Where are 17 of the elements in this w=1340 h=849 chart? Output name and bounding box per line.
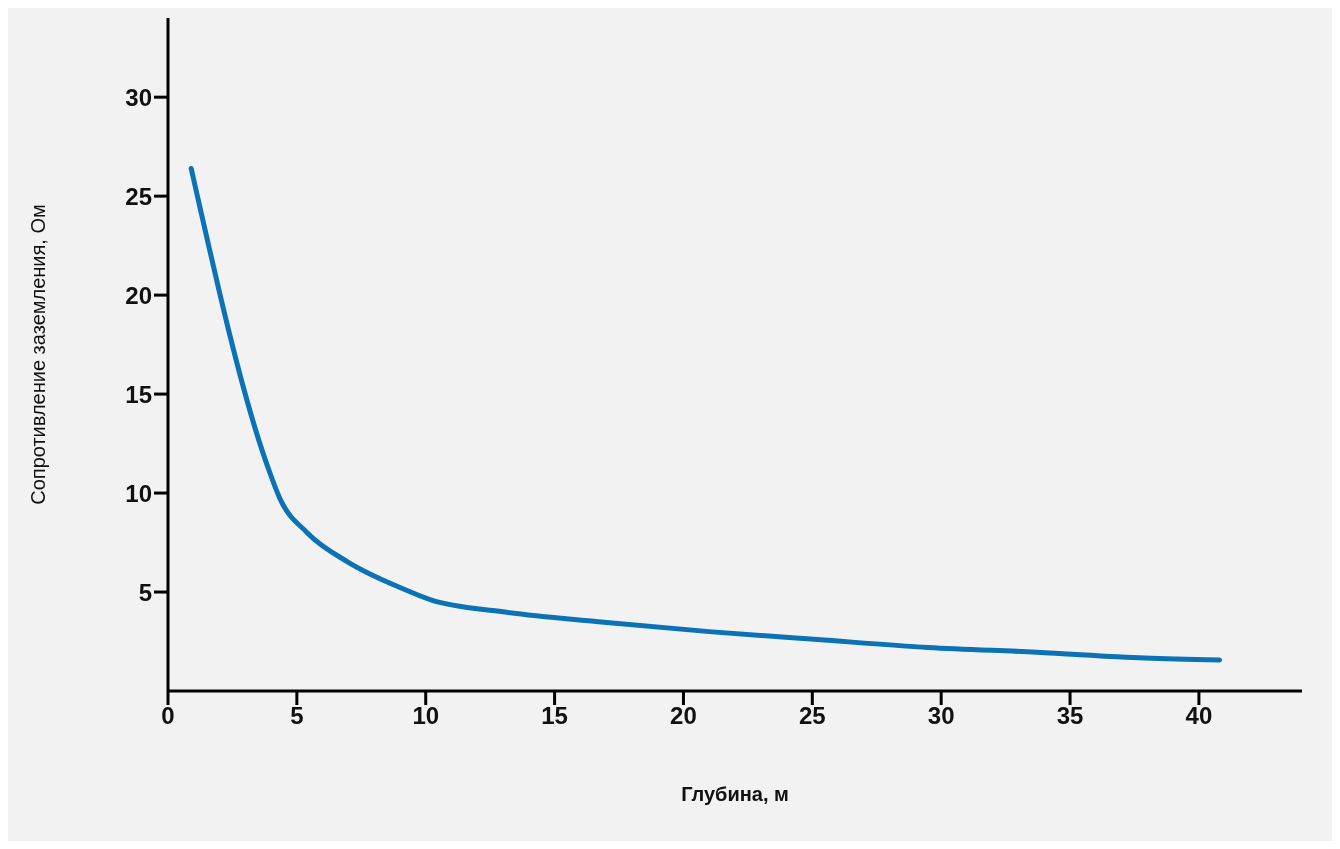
x-tick-label: 35 bbox=[1056, 702, 1084, 730]
x-tick-label: 15 bbox=[541, 702, 568, 730]
y-tick-label: 30 bbox=[125, 83, 152, 111]
x-tick-label: 10 bbox=[412, 702, 440, 730]
y-tick-label: 25 bbox=[125, 182, 152, 210]
x-tick-label: 20 bbox=[670, 702, 697, 730]
x-tick-label: 25 bbox=[798, 702, 826, 730]
x-axis-title: Глубина, м bbox=[681, 783, 789, 805]
x-tick-label: 5 bbox=[290, 702, 304, 730]
x-tick-label: 30 bbox=[927, 702, 955, 730]
x-tick-label: 40 bbox=[1185, 702, 1213, 730]
y-tick-label: 5 bbox=[138, 578, 152, 606]
y-tick-label: 15 bbox=[125, 380, 152, 408]
y-axis-title: Сопротивление заземления, Ом bbox=[27, 204, 50, 505]
y-tick-label: 20 bbox=[125, 281, 152, 309]
y-tick-label: 10 bbox=[125, 479, 152, 507]
x-tick-label: 0 bbox=[161, 702, 175, 730]
